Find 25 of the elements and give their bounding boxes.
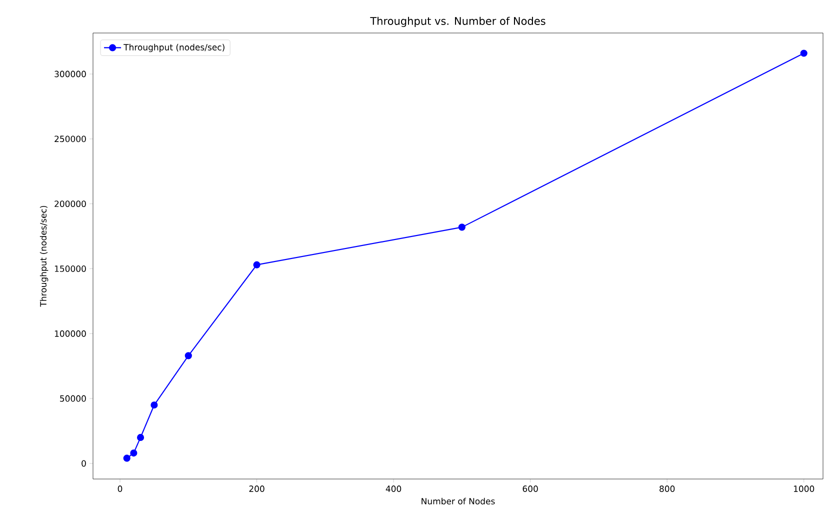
y-tick-label: 150000 bbox=[54, 266, 86, 272]
x-tick-label: 400 bbox=[386, 486, 402, 492]
y-tick-label: 200000 bbox=[54, 200, 86, 208]
x-axis-title: Number of Nodes bbox=[422, 498, 495, 504]
y-tick-label: 250000 bbox=[54, 136, 86, 142]
point bbox=[136, 434, 144, 442]
point bbox=[150, 401, 158, 409]
y-axis-title: Throughput (nodes/sec) bbox=[40, 206, 48, 307]
point bbox=[130, 449, 138, 457]
point bbox=[184, 352, 192, 360]
y-tick-label: 0 bbox=[82, 460, 86, 467]
chart-title: Throughput vs. Number of Nodes bbox=[370, 16, 546, 27]
y-tick-label: 50000 bbox=[60, 395, 86, 402]
y-tick-label: 100000 bbox=[54, 330, 86, 337]
x-tick-label: 200 bbox=[249, 486, 264, 492]
x-tick-label: 600 bbox=[522, 486, 538, 492]
point bbox=[123, 454, 130, 462]
point bbox=[458, 224, 466, 231]
y-tick-label: 300000 bbox=[54, 70, 86, 78]
x-tick-label: 0 bbox=[118, 486, 122, 492]
legend-label: Throughput (nodes/sec) bbox=[124, 44, 224, 52]
x-tick-label: 1000 bbox=[794, 486, 814, 492]
point bbox=[800, 50, 808, 57]
x-tick-label: 800 bbox=[660, 486, 675, 492]
point bbox=[253, 261, 260, 268]
